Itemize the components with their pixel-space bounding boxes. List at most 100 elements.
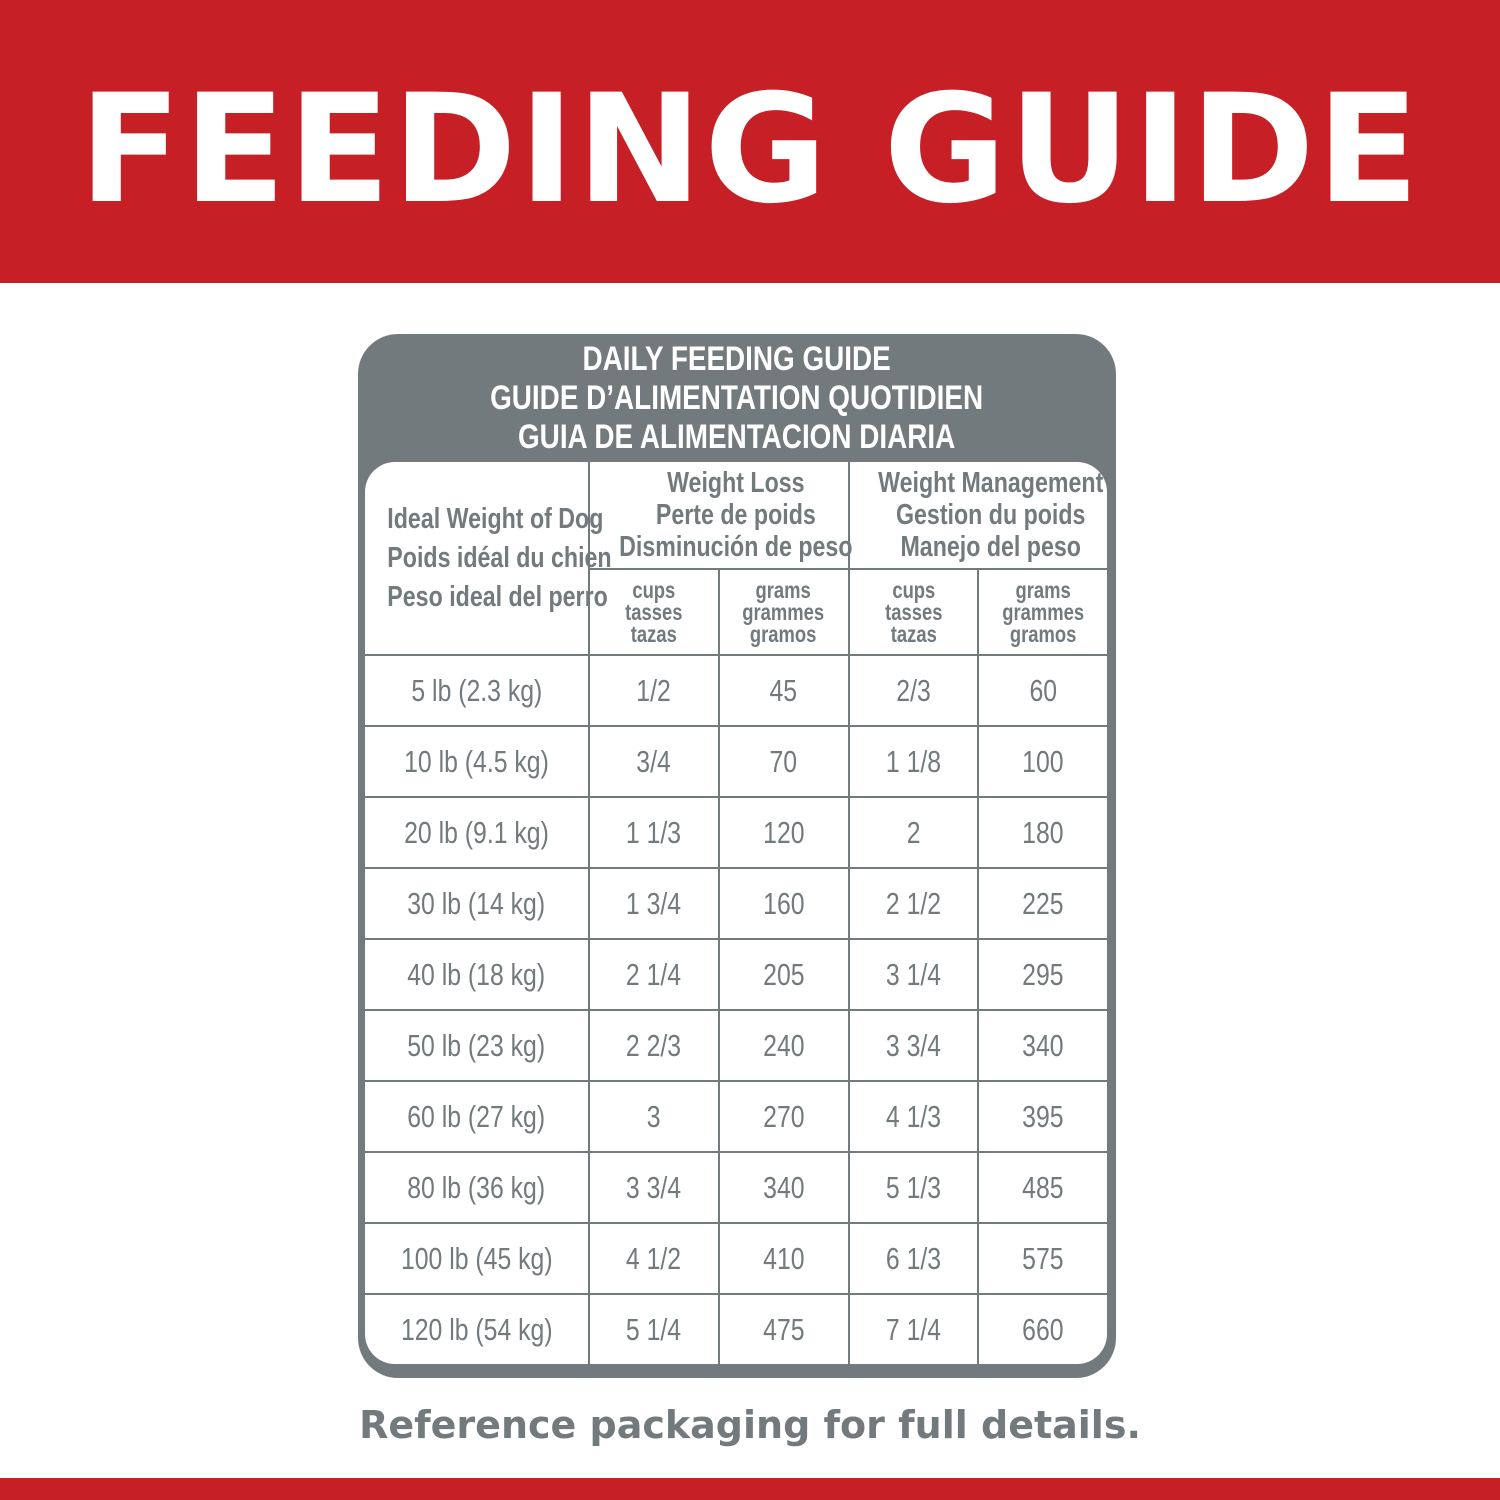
cell-loss-cups: 1 3/4 [590, 869, 718, 938]
cell-value: 2/3 [896, 672, 931, 708]
cell-mgmt-grams: 485 [979, 1153, 1107, 1222]
table-row: 30 lb (14 kg) 1 3/4 160 2 1/2 225 [365, 869, 1107, 938]
cell-value: 45 [769, 672, 798, 708]
unit-line: cups [891, 577, 935, 603]
cell-mgmt-cups: 2 [849, 798, 978, 867]
cell-value: 575 [1022, 1240, 1064, 1276]
cell-value: 6 1/3 [885, 1240, 941, 1276]
cell-dog-weight: 60 lb (27 kg) [365, 1082, 588, 1151]
cell-loss-cups: 1 1/3 [590, 798, 718, 867]
cell-mgmt-cups: 2/3 [849, 656, 978, 725]
cell-dog-weight: 30 lb (14 kg) [365, 869, 588, 938]
cell-loss-grams: 45 [719, 656, 848, 725]
cell-loss-grams: 340 [719, 1153, 848, 1222]
cell-mgmt-grams: 60 [979, 656, 1107, 725]
cell-value: 240 [762, 1027, 805, 1063]
table-row: 100 lb (45 kg) 4 1/2 410 6 1/3 575 [365, 1224, 1107, 1293]
cell-loss-grams: 205 [719, 940, 848, 1009]
cell-loss-cups: 3 3/4 [590, 1153, 718, 1222]
header-line: Peso ideal del perro [387, 580, 608, 613]
unit-line: grams [756, 577, 812, 603]
cell-loss-grams: 270 [719, 1082, 848, 1151]
header-line: Disminución de peso [619, 531, 853, 563]
cell-mgmt-grams: 395 [979, 1082, 1107, 1151]
column-group-weight-management: Weight Management Gestion du poids Manej… [849, 462, 1107, 568]
cell-mgmt-grams: 660 [979, 1295, 1107, 1364]
cell-mgmt-cups: 7 1/4 [849, 1295, 978, 1364]
header-line: Manejo del peso [899, 531, 1081, 563]
cell-value: 4 1/2 [626, 1240, 682, 1276]
footer-band [0, 1478, 1500, 1500]
table-title-en: DAILY FEEDING GUIDE [582, 340, 892, 378]
cell-dog-weight: 10 lb (4.5 kg) [365, 727, 588, 796]
unit-header-grams: grams grammes gramos [719, 570, 848, 654]
column-group-weight-loss: Weight Loss Perte de poids Disminución d… [590, 462, 853, 568]
cell-value: 205 [762, 956, 805, 992]
cell-loss-cups: 3/4 [590, 727, 718, 796]
feeding-guide-table-card: DAILY FEEDING GUIDE GUIDE D’ALIMENTATION… [358, 334, 1116, 1378]
cell-mgmt-cups: 6 1/3 [849, 1224, 978, 1293]
unit-line: tazas [630, 621, 677, 647]
cell-value: 475 [762, 1311, 805, 1347]
cell-value: 70 [769, 743, 798, 779]
cell-loss-grams: 70 [719, 727, 848, 796]
cell-dog-weight: 50 lb (23 kg) [365, 1011, 588, 1080]
cell-loss-grams: 240 [719, 1011, 848, 1080]
cell-value: 100 [1022, 743, 1064, 779]
cell-dog-weight: 5 lb (2.3 kg) [365, 656, 588, 725]
cell-value: 1 3/4 [626, 885, 682, 921]
cell-loss-grams: 475 [719, 1295, 848, 1364]
table-row: 80 lb (36 kg) 3 3/4 340 5 1/3 485 [365, 1153, 1107, 1222]
header-line: Poids idéal du chien [387, 541, 612, 574]
cell-value: 120 [762, 814, 805, 850]
cell-value: 10 lb (4.5 kg) [404, 743, 549, 779]
cell-mgmt-grams: 340 [979, 1011, 1107, 1080]
feeding-table: Ideal Weight of Dog Poids idéal du chien… [363, 460, 1109, 1366]
table-title: DAILY FEEDING GUIDE GUIDE D’ALIMENTATION… [365, 334, 1109, 460]
cell-value: 30 lb (14 kg) [407, 885, 546, 921]
cell-value: 3 [646, 1098, 661, 1134]
table-row: 50 lb (23 kg) 2 2/3 240 3 3/4 340 [365, 1011, 1107, 1080]
header-line: Ideal Weight of Dog [387, 502, 604, 535]
cell-value: 7 1/4 [885, 1311, 941, 1347]
cell-value: 20 lb (9.1 kg) [404, 814, 549, 850]
cell-mgmt-grams: 180 [979, 798, 1107, 867]
cell-value: 295 [1022, 956, 1064, 992]
cell-loss-cups: 1/2 [590, 656, 718, 725]
cell-value: 2 1/2 [885, 885, 941, 921]
cell-loss-grams: 160 [719, 869, 848, 938]
cell-mgmt-cups: 5 1/3 [849, 1153, 978, 1222]
cell-value: 4 1/3 [885, 1098, 941, 1134]
cell-value: 2 [906, 814, 921, 850]
cell-value: 340 [762, 1169, 805, 1205]
cell-value: 60 lb (27 kg) [407, 1098, 546, 1134]
header-line: Weight Management [877, 467, 1103, 499]
header-line: Gestion du poids [895, 499, 1085, 531]
cell-value: 270 [762, 1098, 805, 1134]
cell-mgmt-cups: 2 1/2 [849, 869, 978, 938]
cell-value: 3 3/4 [885, 1027, 941, 1063]
cell-value: 60 [1029, 672, 1057, 708]
cell-dog-weight: 80 lb (36 kg) [365, 1153, 588, 1222]
cell-value: 160 [762, 885, 805, 921]
table-title-es: GUIA DE ALIMENTACION DIARIA [518, 418, 956, 456]
cell-mgmt-grams: 295 [979, 940, 1107, 1009]
cell-value: 5 1/4 [626, 1311, 682, 1347]
header-line: Weight Loss [667, 467, 805, 499]
unit-line: tasses [625, 599, 683, 625]
cell-mgmt-cups: 1 1/8 [849, 727, 978, 796]
cell-value: 120 lb (54 kg) [400, 1311, 553, 1347]
cell-value: 660 [1022, 1311, 1064, 1347]
cell-dog-weight: 40 lb (18 kg) [365, 940, 588, 1009]
cell-value: 1 1/3 [626, 814, 682, 850]
cell-mgmt-grams: 575 [979, 1224, 1107, 1293]
unit-line: grammes [1002, 599, 1085, 625]
cell-value: 395 [1022, 1098, 1064, 1134]
table-title-fr: GUIDE D’ALIMENTATION QUOTIDIEN [490, 379, 984, 417]
cell-mgmt-cups: 3 1/4 [849, 940, 978, 1009]
cell-loss-cups: 3 [590, 1082, 718, 1151]
table-row: 120 lb (54 kg) 5 1/4 475 7 1/4 660 [365, 1295, 1107, 1364]
cell-value: 180 [1022, 814, 1064, 850]
cell-value: 1 1/8 [885, 743, 941, 779]
cell-value: 50 lb (23 kg) [407, 1027, 546, 1063]
